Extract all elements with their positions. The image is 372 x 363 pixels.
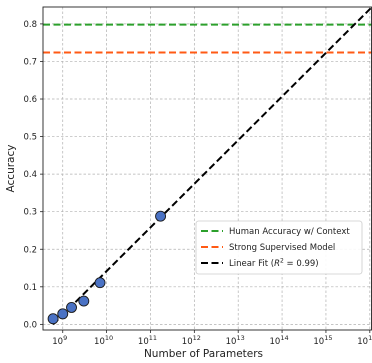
y-tick-label: 0.6: [23, 95, 37, 105]
x-tick-base: 10: [94, 337, 105, 347]
x-tick-exponent: 15: [324, 334, 332, 342]
legend-fit-sup: 2: [280, 258, 284, 265]
x-tick-base: 10: [182, 337, 193, 347]
x-tick-exponent: 16: [368, 334, 372, 342]
data-point: [57, 308, 69, 320]
x-tick-exponent: 14: [280, 334, 288, 342]
linear-fit-line: [52, 6, 372, 326]
x-tick-exponent: 10: [105, 334, 113, 342]
x-tick-label: 1013: [226, 334, 245, 347]
x-tick-exponent: 9: [63, 334, 67, 342]
legend-label: Linear Fit (R2 = 0.99): [229, 258, 319, 270]
y-tick-label: 0.1: [23, 283, 37, 293]
y-tick-label: 0.0: [23, 320, 37, 330]
x-tick-label: 1012: [182, 334, 201, 347]
x-tick-base: 10: [270, 337, 281, 347]
x-axis-label: Number of Parameters: [144, 348, 263, 360]
data-point: [94, 277, 106, 289]
data-point: [155, 210, 167, 222]
legend-box: [195, 220, 363, 275]
y-tick-label: 0.7: [23, 57, 37, 67]
y-axis-label: Accuracy: [5, 145, 17, 193]
chart-lines: [43, 6, 372, 326]
data-point: [78, 295, 90, 307]
x-tick-base: 10: [226, 337, 237, 347]
y-tick-label: 0.8: [23, 20, 37, 30]
x-tick-label: 1011: [138, 334, 157, 347]
x-tick-label: 1010: [94, 334, 113, 347]
x-tick-exponent: 13: [236, 334, 244, 342]
data-point: [47, 313, 59, 325]
legend-label: Strong Supervised Model: [229, 243, 335, 253]
legend-label: Human Accuracy w/ Context: [229, 227, 350, 237]
y-tick-label: 0.2: [23, 245, 37, 255]
legend-fit-suffix: = 0.99): [284, 259, 319, 269]
x-tick-label: 1015: [313, 334, 332, 347]
data-point: [66, 302, 77, 313]
y-tick-label: 0.5: [23, 133, 37, 143]
y-tick-label: 0.4: [23, 170, 37, 180]
x-tick-exponent: 11: [149, 334, 157, 342]
legend: Human Accuracy w/ Context Strong Supervis…: [195, 220, 363, 275]
x-tick-label: 1016: [357, 334, 372, 347]
x-tick-base: 10: [357, 337, 368, 347]
legend-fit-r: R: [274, 259, 280, 269]
x-tick-label: 1014: [270, 334, 289, 347]
x-tick-exponent: 12: [193, 334, 201, 342]
x-tick-label: 109: [52, 334, 67, 347]
x-tick-base: 10: [52, 337, 63, 347]
data-points: [47, 210, 167, 325]
x-tick-base: 10: [313, 337, 324, 347]
legend-fit-prefix: Linear Fit (: [229, 259, 274, 269]
y-tick-label: 0.3: [23, 208, 37, 218]
x-tick-base: 10: [138, 337, 149, 347]
